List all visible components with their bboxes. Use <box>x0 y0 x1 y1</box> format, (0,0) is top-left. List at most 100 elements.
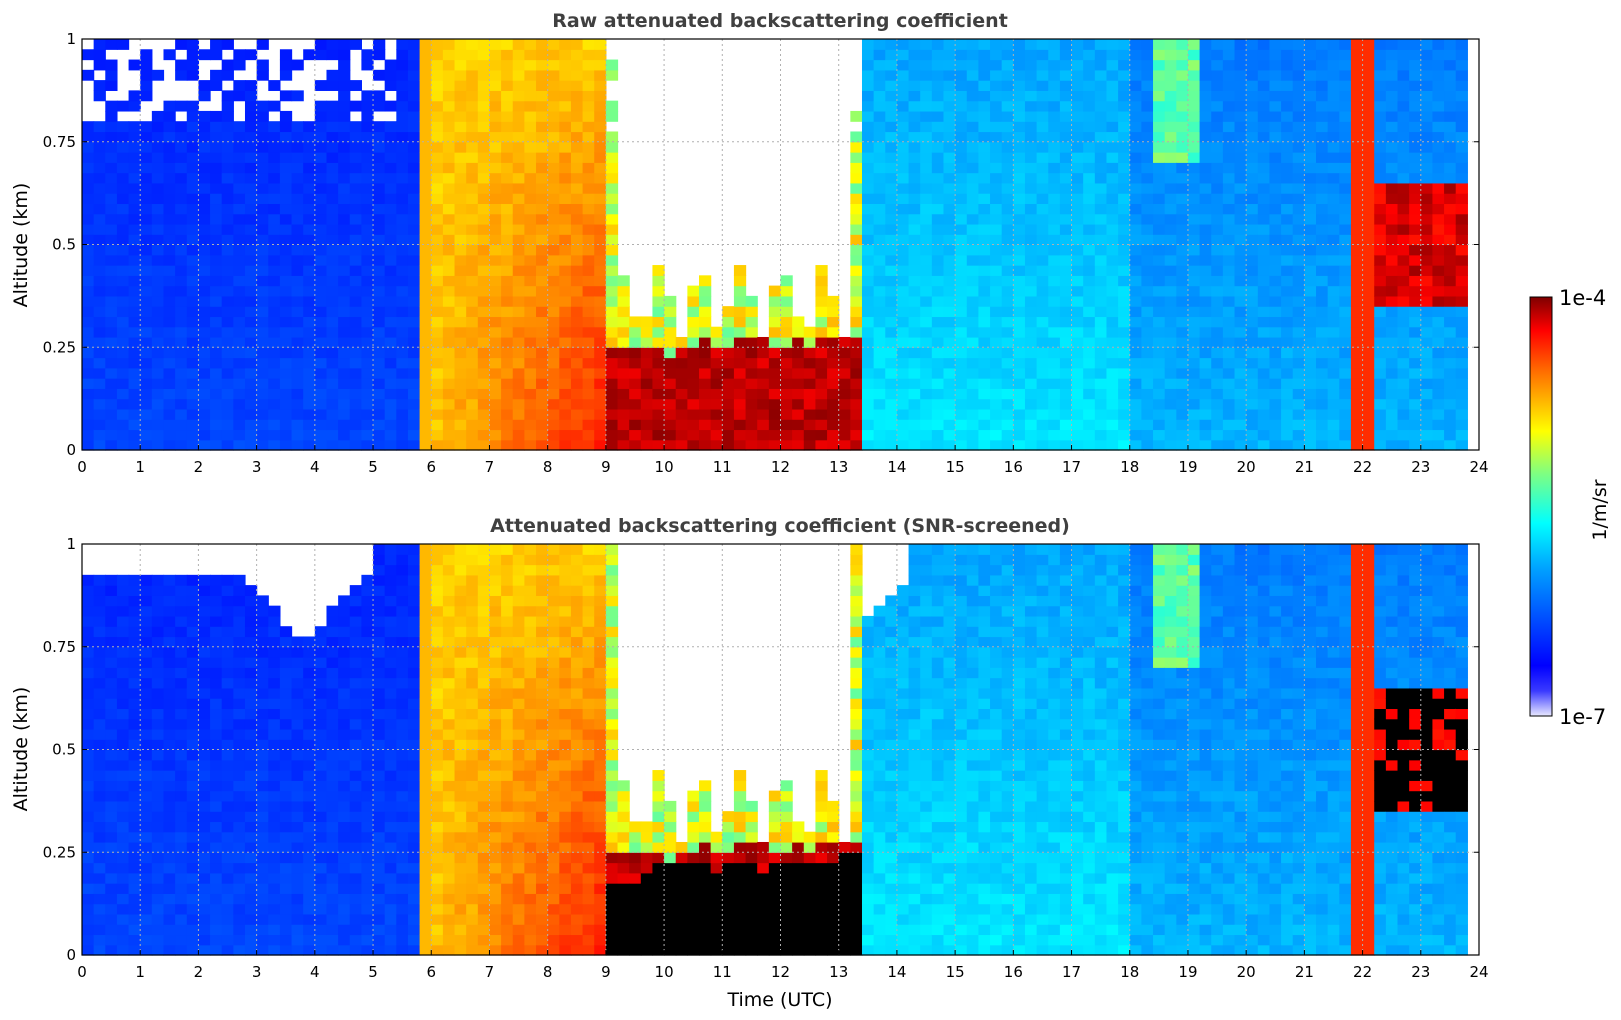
heatmap-cell <box>233 657 246 668</box>
heatmap-cell <box>93 883 106 894</box>
heatmap-cell <box>1281 59 1294 71</box>
heatmap-cell <box>594 306 607 318</box>
heatmap-cell <box>140 718 153 730</box>
heatmap-cell <box>186 841 200 853</box>
heatmap-cell <box>1153 275 1166 287</box>
heatmap-cell <box>873 152 886 163</box>
heatmap-cell <box>279 223 293 235</box>
heatmap-cell <box>244 687 258 699</box>
heatmap-cell <box>116 924 130 936</box>
heatmap-cell <box>990 80 1003 91</box>
heatmap-cell <box>163 254 176 266</box>
heatmap-cell <box>1374 336 1387 348</box>
heatmap-cell <box>1420 203 1434 215</box>
heatmap-cell <box>931 388 945 400</box>
heatmap-cell <box>151 883 165 894</box>
heatmap-cell <box>361 203 374 215</box>
heatmap-cell <box>82 141 95 153</box>
heatmap-cell <box>268 780 281 792</box>
heatmap-cell <box>885 378 898 389</box>
heatmap-cell <box>442 141 456 153</box>
heatmap-cell <box>105 749 118 761</box>
heatmap-cell <box>1444 49 1457 61</box>
heatmap-cell <box>1083 285 1096 297</box>
heatmap-cell <box>454 141 467 153</box>
heatmap-cell <box>908 357 921 369</box>
heatmap-cell <box>163 667 176 679</box>
heatmap-cell <box>1234 39 1247 50</box>
heatmap-cell <box>163 821 176 833</box>
heatmap-cell <box>256 708 269 720</box>
heatmap-cell <box>920 336 933 348</box>
heatmap-cell <box>501 378 514 389</box>
heatmap-cell <box>1362 49 1375 61</box>
heatmap-cell <box>163 790 176 802</box>
heatmap-cell <box>1187 90 1201 102</box>
heatmap-cell <box>303 439 316 451</box>
heatmap-cell <box>792 419 805 431</box>
heatmap-cell <box>210 944 223 956</box>
heatmap-cell <box>1013 90 1026 102</box>
heatmap-cell <box>1246 326 1259 338</box>
heatmap-cell <box>1118 182 1131 194</box>
heatmap-cell <box>1129 295 1142 307</box>
heatmap-cell <box>978 172 991 184</box>
heatmap-cell <box>1164 388 1177 400</box>
heatmap-cell <box>1292 326 1305 338</box>
heatmap-cell <box>407 162 421 174</box>
heatmap-cell <box>1269 213 1282 225</box>
heatmap-cell <box>908 254 921 266</box>
heatmap-cell <box>1071 295 1084 307</box>
heatmap-cell <box>1048 203 1061 215</box>
heatmap-cell <box>524 223 537 235</box>
heatmap-cell <box>1292 336 1305 348</box>
heatmap-cell <box>140 626 153 638</box>
heatmap-cell <box>1176 182 1189 194</box>
heatmap-cell <box>896 234 910 246</box>
heatmap-cell <box>1187 378 1201 389</box>
heatmap-cell <box>1327 182 1340 194</box>
heatmap-cell <box>896 439 910 451</box>
heatmap-cell <box>1199 316 1212 328</box>
heatmap-cell <box>151 203 165 215</box>
heatmap-cell <box>896 367 910 379</box>
heatmap-cell <box>477 152 491 163</box>
heatmap-cell <box>163 728 176 740</box>
heatmap-cell <box>105 285 118 297</box>
heatmap-cell <box>1362 39 1375 50</box>
heatmap-cell <box>326 852 339 864</box>
heatmap-cell <box>1269 131 1282 143</box>
heatmap-cell <box>186 893 200 905</box>
heatmap-cell <box>256 646 269 658</box>
heatmap-cell <box>1246 265 1259 276</box>
heatmap-cell <box>1409 316 1422 328</box>
heatmap-cell <box>268 388 281 400</box>
heatmap-cell <box>186 595 200 607</box>
heatmap-cell <box>1420 121 1434 133</box>
heatmap-cell <box>1234 265 1247 276</box>
heatmap-cell <box>1071 110 1084 122</box>
heatmap-cell <box>291 913 304 925</box>
heatmap-cell <box>175 708 188 720</box>
heatmap-cell <box>1164 439 1177 451</box>
heatmap-cell <box>1374 326 1387 338</box>
heatmap-cell <box>291 275 304 287</box>
heatmap-cell <box>861 131 875 143</box>
heatmap-cell <box>1048 439 1061 451</box>
heatmap-cell <box>594 244 607 256</box>
x-tick-label: 7 <box>485 458 495 476</box>
heatmap-cell <box>1141 131 1154 143</box>
heatmap-cell <box>1187 306 1201 318</box>
heatmap-cell <box>431 90 444 102</box>
heatmap-cell <box>885 90 898 102</box>
heatmap-cell <box>1141 172 1154 184</box>
heatmap-cell <box>792 316 805 328</box>
heatmap-cell <box>1211 203 1224 215</box>
heatmap-cell <box>827 419 840 431</box>
heatmap-cell <box>1222 275 1236 287</box>
heatmap-cell <box>1385 295 1399 307</box>
heatmap-cell <box>1141 121 1154 133</box>
heatmap-cell <box>198 223 211 235</box>
heatmap-cell <box>82 615 95 627</box>
heatmap-cell <box>116 615 130 627</box>
